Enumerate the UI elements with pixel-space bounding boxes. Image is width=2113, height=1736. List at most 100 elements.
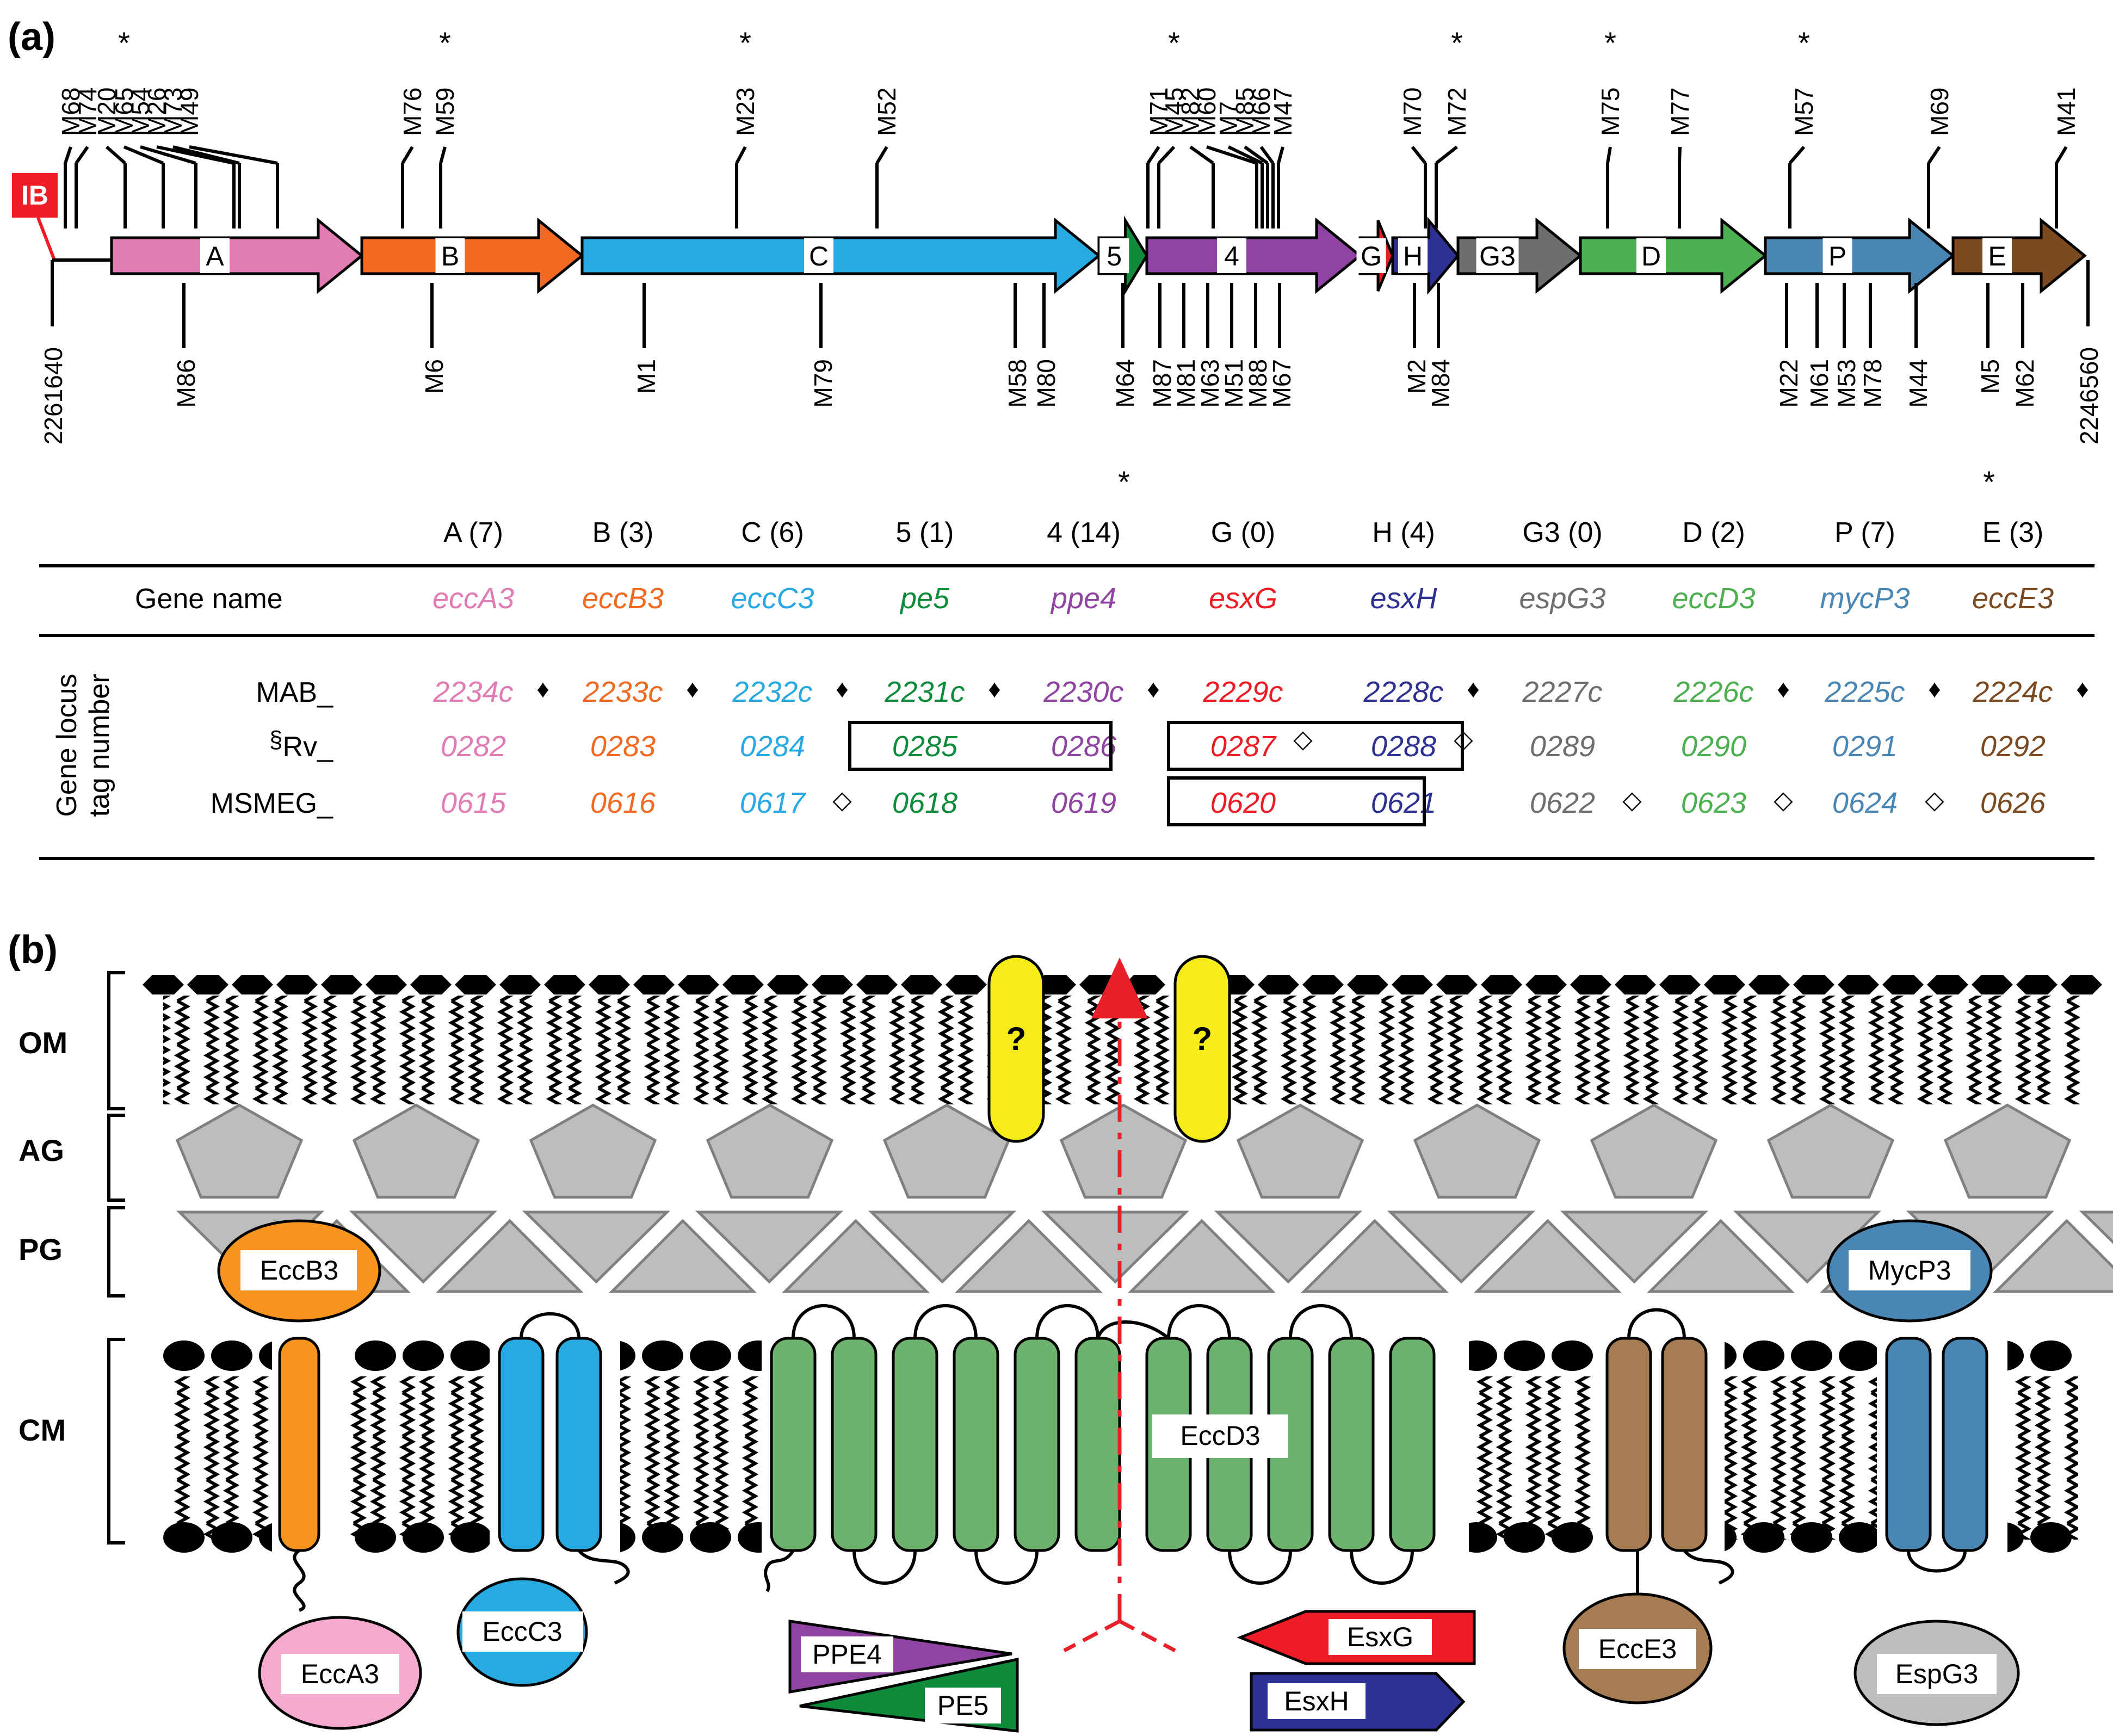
- mutation-star-M5: *: [1983, 465, 1995, 499]
- mab-locus-5: 2231c: [884, 676, 965, 708]
- unknown-marker-left: ?: [1006, 1021, 1027, 1057]
- mutation-M70: M70: [1398, 88, 1426, 136]
- pair-box-msmeg-esx: [1167, 776, 1426, 826]
- cm-head-bottom: [642, 1522, 683, 1553]
- panel-a-label: (a): [8, 15, 55, 59]
- gene-label-G3: G3: [1479, 241, 1516, 271]
- pg-triangle-down: [695, 1210, 844, 1284]
- layer-brackets: [107, 971, 125, 1545]
- pe5-label: PE5: [937, 1690, 989, 1721]
- layer-cm: CM: [18, 1413, 66, 1447]
- mutation-M49: M49: [175, 88, 203, 136]
- msmeg-locus-H: 0621: [1371, 787, 1436, 819]
- mab-prefix: MAB_: [256, 677, 333, 708]
- secretion-arrow: [1063, 957, 1176, 1653]
- ag-pentagon: [352, 1103, 480, 1199]
- gene-count-B: B (3): [592, 517, 654, 548]
- eccd3-helix: [1328, 1337, 1375, 1552]
- eccd3-label: EccD3: [1180, 1420, 1260, 1451]
- gene-label-D: D: [1641, 241, 1661, 271]
- ag-pentagon: [1413, 1103, 1541, 1199]
- om-head: [1615, 975, 1656, 994]
- msmeg-locus-G3: 0622: [1530, 787, 1595, 819]
- ag-pentagon: [1766, 1103, 1895, 1199]
- mutation-M62: M62: [2011, 359, 2039, 407]
- msmeg-locus-P: 0624: [1832, 787, 1898, 819]
- ag-pentagon: [529, 1103, 657, 1199]
- layer-pg: PG: [18, 1232, 63, 1267]
- eccb3-helix: [278, 1337, 320, 1552]
- mutation-M52: M52: [873, 88, 901, 136]
- cm-head-top: [690, 1340, 731, 1371]
- gene-count-4: 4 (14): [1047, 517, 1121, 548]
- eccc3-helix-2: [555, 1337, 602, 1552]
- mab-locus-P: 2225c: [1824, 676, 1905, 708]
- gene-name-eccC3: eccC3: [731, 582, 814, 615]
- coord-start: 2261640: [39, 347, 67, 444]
- msmeg-mark-G3: ◇: [1622, 786, 1642, 814]
- mutation-M61: M61: [1805, 359, 1833, 407]
- mutation-M54: M54: [126, 88, 155, 136]
- mutation-M44: M44: [1904, 359, 1932, 407]
- cm-head-bottom: [690, 1522, 731, 1553]
- layer-om: OM: [18, 1025, 67, 1060]
- msmeg-locus-B: 0616: [590, 787, 656, 819]
- om-head: [678, 975, 719, 994]
- gene-count-G3: G3 (0): [1522, 517, 1602, 548]
- gene-name-esxG: esxG: [1209, 582, 1277, 615]
- cm-head-bottom: [1504, 1522, 1545, 1553]
- panel-b-label: (b): [8, 928, 58, 972]
- mutation-M85: M85: [1231, 88, 1259, 136]
- om-head: [1972, 975, 2013, 994]
- cm-head-bottom: [1743, 1522, 1784, 1553]
- msmeg-locus-E: 0626: [1980, 787, 2046, 819]
- cm-head-bottom: [163, 1522, 205, 1553]
- mutation-M1: M1: [632, 359, 660, 394]
- om-head: [499, 975, 541, 994]
- om-head: [1347, 975, 1388, 994]
- cm-head-top: [2030, 1340, 2072, 1371]
- gene-count-E: E (3): [1982, 517, 2044, 548]
- gene-label-E: E: [1988, 241, 2006, 271]
- unknown-channel-left: [987, 955, 1045, 1143]
- rv-prefix: §Rv_: [269, 726, 333, 763]
- pg-triangle-up: [435, 1219, 584, 1293]
- msmeg-locus-D: 0623: [1681, 787, 1746, 819]
- om-head: [1258, 975, 1299, 994]
- om-head: [321, 975, 362, 994]
- ag-pentagon: [1943, 1103, 2072, 1199]
- msmeg-mark-C: ◇: [832, 786, 852, 814]
- rv-locus-C: 0284: [740, 730, 805, 763]
- eccd3-helix: [770, 1337, 817, 1552]
- om-head: [1525, 975, 1567, 994]
- mab-mark-P: ♦: [1928, 675, 1941, 703]
- gene-count-P: P (7): [1834, 517, 1895, 548]
- mutation-star-M75: *: [1604, 26, 1616, 60]
- rv-locus-E: 0292: [1980, 730, 2046, 763]
- om-head: [1302, 975, 1344, 994]
- pg-triangle-up: [1992, 1219, 2113, 1293]
- mutation-M82: M82: [1176, 88, 1204, 136]
- msmeg-locus-4: 0619: [1051, 787, 1116, 819]
- ib-label: IB: [21, 180, 48, 211]
- gene-count-H: H (4): [1372, 517, 1435, 548]
- gene-label-A: A: [206, 241, 224, 271]
- om-head: [366, 975, 407, 994]
- cm-head-bottom: [211, 1522, 252, 1553]
- om-head: [1749, 975, 1790, 994]
- mutation-M67: M67: [1268, 359, 1296, 407]
- cm-head-bottom: [403, 1522, 444, 1553]
- msmeg-mark-D: ◇: [1774, 786, 1793, 814]
- mycp3-helix-1: [1885, 1337, 1932, 1552]
- mutation-M66: M66: [1247, 88, 1275, 136]
- gene-name-ppe4: ppe4: [1050, 582, 1116, 615]
- mutation-M60: M60: [1193, 88, 1221, 136]
- gene-name-mycP3: mycP3: [1820, 582, 1910, 615]
- om-head: [232, 975, 273, 994]
- ag-pentagon: [706, 1103, 834, 1199]
- om-head: [2016, 975, 2058, 994]
- mab-locus-H: 2228c: [1363, 676, 1443, 708]
- unknown-channel-right: [1173, 955, 1231, 1143]
- ppe4-label: PPE4: [812, 1639, 882, 1670]
- pg-triangles: [176, 1210, 2113, 1293]
